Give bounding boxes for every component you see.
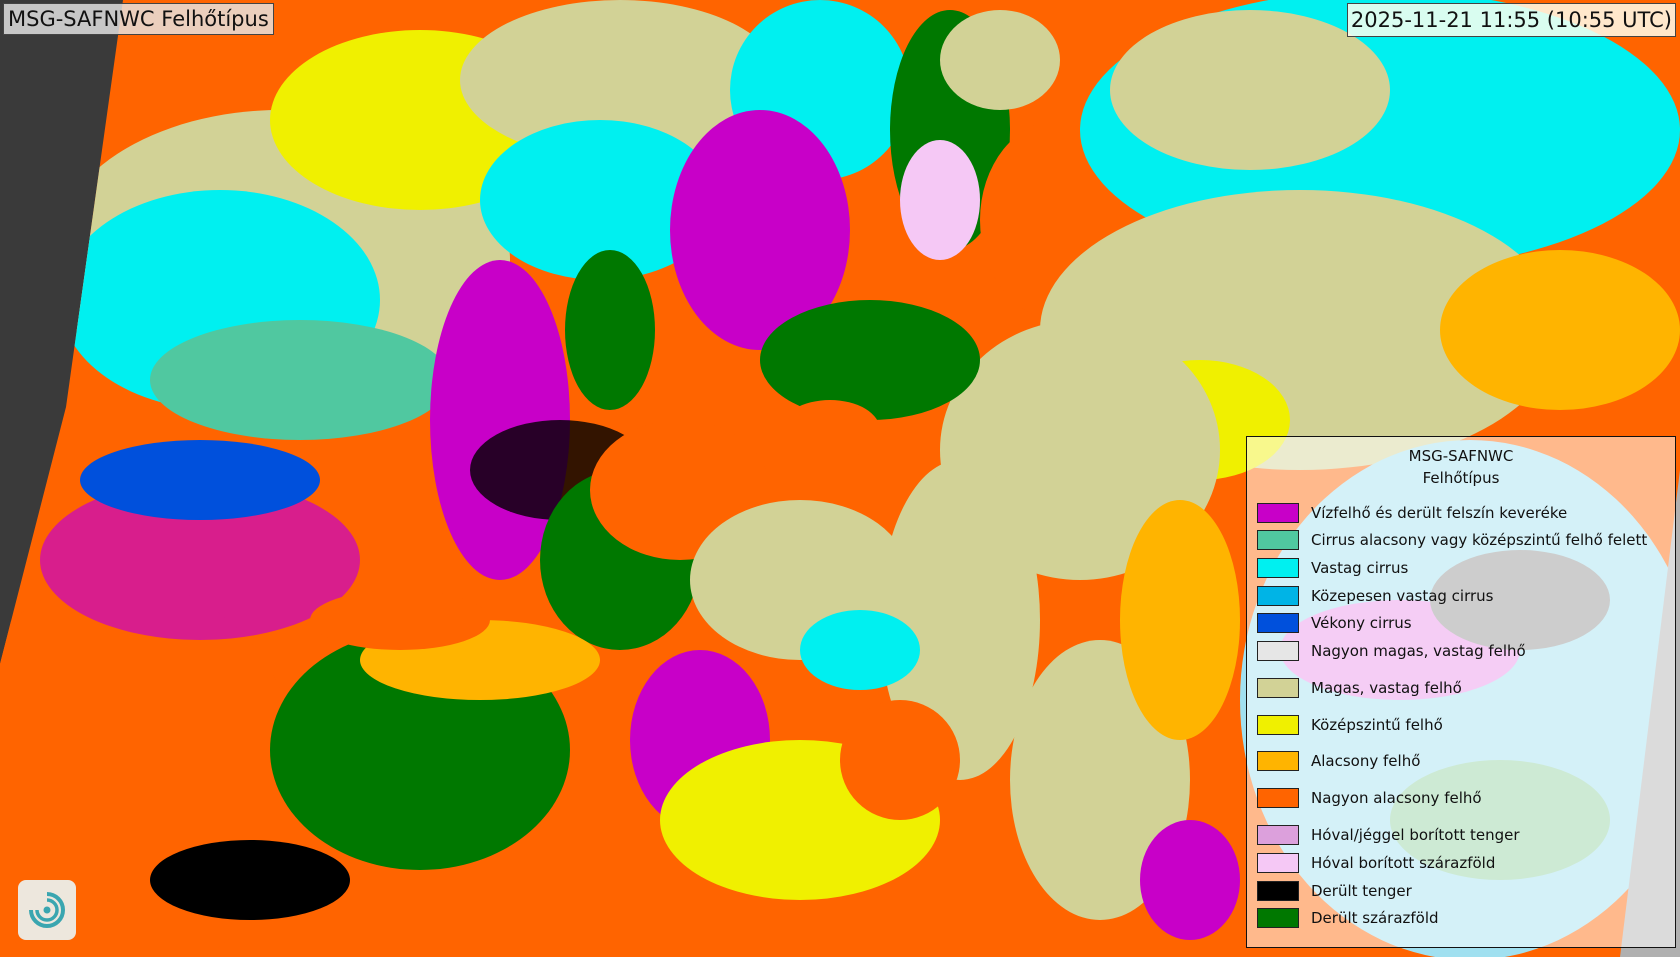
legend-swatch [1257, 825, 1299, 845]
legend-item: Vastag cirrus [1257, 558, 1408, 578]
legend-label: Alacsony felhő [1311, 752, 1421, 770]
legend-item: Közepesen vastag cirrus [1257, 586, 1494, 606]
legend-item: Magas, vastag felhő [1257, 678, 1462, 698]
legend-label: Nagyon alacsony felhő [1311, 789, 1482, 807]
legend-item: Nagyon magas, vastag felhő [1257, 641, 1526, 661]
legend-label: Derült szárazföld [1311, 909, 1439, 927]
legend-item: Cirrus alacsony vagy középszintű felhő f… [1257, 530, 1647, 550]
legend: MSG-SAFNWC Felhőtípus Vízfelhő és derült… [1246, 436, 1676, 948]
legend-title: MSG-SAFNWC [1408, 447, 1514, 465]
legend-label: Közepesen vastag cirrus [1311, 587, 1494, 605]
legend-item: Vízfelhő és derült felszín keveréke [1257, 503, 1567, 523]
legend-subtitle: Felhőtípus [1422, 469, 1500, 487]
product-title: MSG-SAFNWC Felhőtípus [3, 3, 274, 35]
legend-swatch [1257, 751, 1299, 771]
legend-label: Vékony cirrus [1311, 614, 1412, 632]
legend-swatch [1257, 641, 1299, 661]
legend-swatch [1257, 558, 1299, 578]
legend-item: Alacsony felhő [1257, 751, 1420, 771]
legend-label: Hóval/jéggel borított tenger [1311, 826, 1520, 844]
legend-label: Hóval borított szárazföld [1311, 854, 1496, 872]
legend-swatch [1257, 853, 1299, 873]
legend-swatch [1257, 788, 1299, 808]
legend-item: Vékony cirrus [1257, 613, 1412, 633]
legend-swatch [1257, 503, 1299, 523]
legend-item: Középszintű felhő [1257, 715, 1443, 735]
legend-label: Középszintű felhő [1311, 716, 1443, 734]
legend-item: Hóval borított szárazföld [1257, 853, 1495, 873]
legend-swatch [1257, 881, 1299, 901]
legend-item: Nagyon alacsony felhő [1257, 788, 1482, 808]
legend-swatch [1257, 586, 1299, 606]
legend-label: Nagyon magas, vastag felhő [1311, 642, 1526, 660]
legend-label: Magas, vastag felhő [1311, 679, 1462, 697]
legend-swatch [1257, 613, 1299, 633]
legend-swatch [1257, 908, 1299, 928]
legend-swatch [1257, 715, 1299, 735]
legend-item: Derült tenger [1257, 881, 1412, 901]
timestamp: 2025-11-21 11:55 (10:55 UTC) [1346, 3, 1676, 37]
swirl-logo-icon [18, 880, 76, 940]
legend-swatch [1257, 678, 1299, 698]
legend-label: Vastag cirrus [1311, 559, 1409, 577]
legend-item: Hóval/jéggel borított tenger [1257, 825, 1520, 845]
legend-item: Derült szárazföld [1257, 908, 1439, 928]
legend-label: Cirrus alacsony vagy középszintű felhő f… [1311, 531, 1648, 549]
legend-label: Derült tenger [1311, 882, 1412, 900]
legend-label: Vízfelhő és derült felszín keveréke [1311, 504, 1568, 522]
legend-swatch [1257, 530, 1299, 550]
